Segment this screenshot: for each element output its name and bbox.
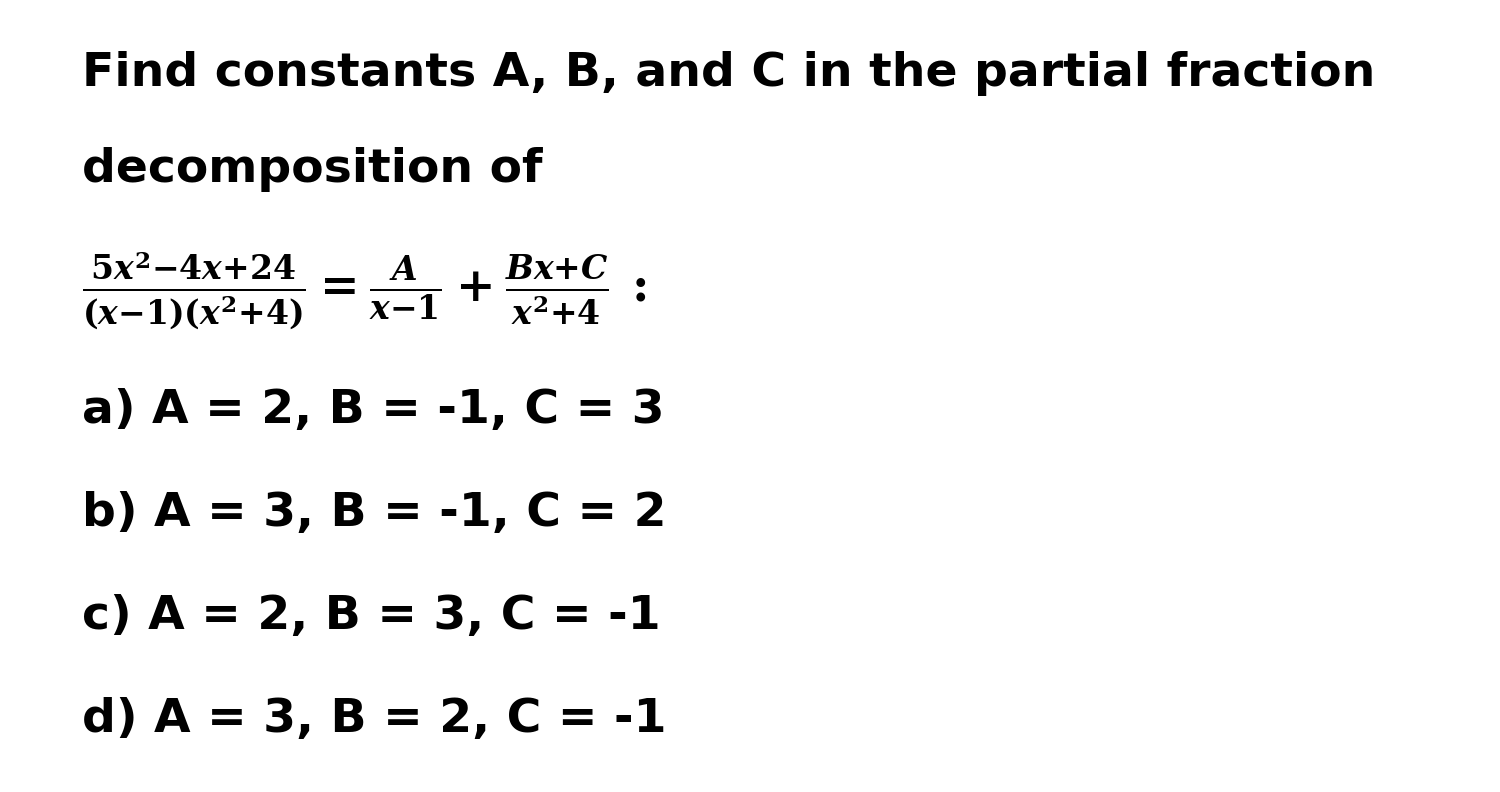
Text: a) A = 2, B = -1, C = 3: a) A = 2, B = -1, C = 3: [82, 388, 664, 433]
Text: $\frac{5x^2{-}4x{+}24}{(x{-}1)(x^2{+}4)} = \frac{A}{x{-}1} + \frac{Bx{+}C}{x^2{+: $\frac{5x^2{-}4x{+}24}{(x{-}1)(x^2{+}4)}…: [82, 249, 646, 332]
Text: b) A = 3, B = -1, C = 2: b) A = 3, B = -1, C = 2: [82, 491, 668, 536]
Text: c) A = 2, B = 3, C = -1: c) A = 2, B = 3, C = -1: [82, 594, 662, 639]
Text: Find constants A, B, and C in the partial fraction: Find constants A, B, and C in the partia…: [82, 51, 1376, 97]
Text: d) A = 3, B = 2, C = -1: d) A = 3, B = 2, C = -1: [82, 697, 668, 742]
Text: decomposition of: decomposition of: [82, 147, 543, 192]
